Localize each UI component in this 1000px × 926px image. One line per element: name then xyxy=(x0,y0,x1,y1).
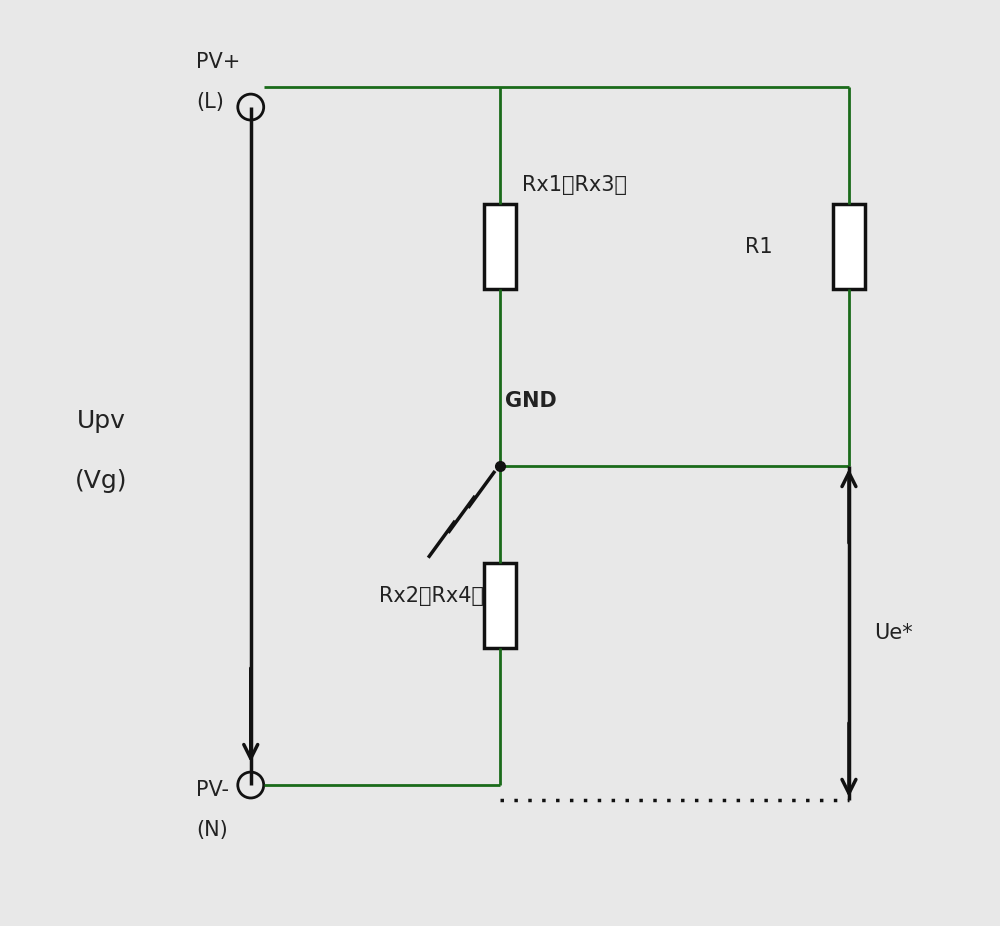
Bar xyxy=(833,205,865,289)
Text: PV-: PV- xyxy=(196,780,229,800)
Text: Ue*: Ue* xyxy=(874,623,913,643)
Text: Upv: Upv xyxy=(77,409,126,433)
Text: PV+: PV+ xyxy=(196,52,240,72)
Text: (Vg): (Vg) xyxy=(75,469,127,493)
Bar xyxy=(484,563,516,648)
Text: (L): (L) xyxy=(196,92,224,112)
Text: R1: R1 xyxy=(745,237,773,257)
Bar xyxy=(484,205,516,289)
Text: Rx2（Rx4）: Rx2（Rx4） xyxy=(379,585,484,606)
Text: (N): (N) xyxy=(196,820,228,840)
Text: GND: GND xyxy=(505,391,557,411)
Text: Rx1（Rx3）: Rx1（Rx3） xyxy=(522,175,627,194)
